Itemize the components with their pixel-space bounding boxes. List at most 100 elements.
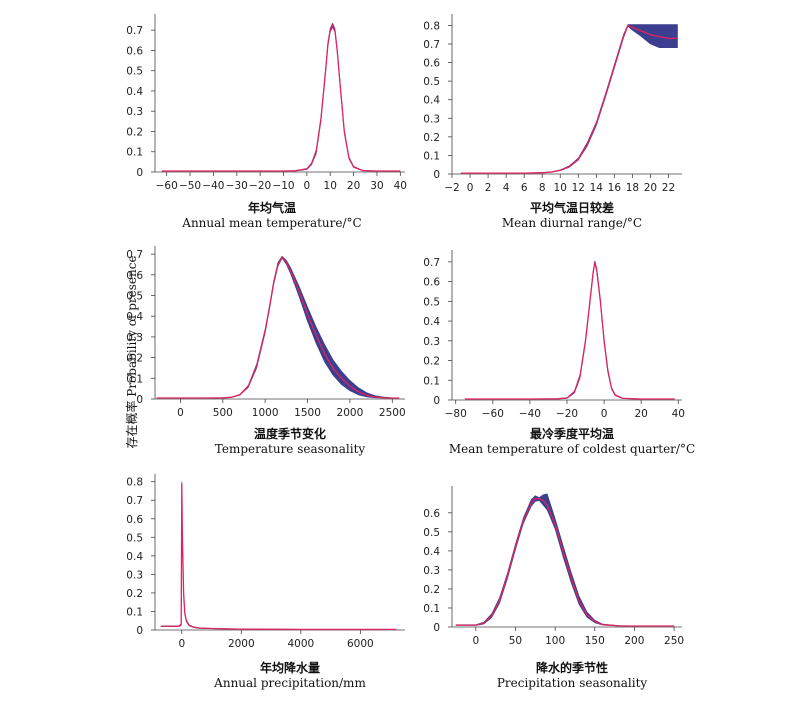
- confidence-band: [160, 481, 397, 630]
- y-tick-label: 0.4: [423, 546, 440, 558]
- x-tick-label: −60: [482, 408, 504, 420]
- y-tick-label: 0.2: [126, 353, 143, 365]
- x-tick-label: 30: [370, 180, 383, 192]
- y-tick-label: 0: [433, 169, 440, 181]
- response-curve: [161, 482, 397, 631]
- y-tick-label: 0.6: [423, 58, 440, 70]
- response-curve: [156, 256, 400, 399]
- y-tick-label: 0.1: [423, 375, 440, 387]
- y-tick-label: 0.7: [126, 249, 143, 261]
- y-tick-label: 0.7: [423, 39, 440, 51]
- y-tick-label: 0: [136, 167, 143, 179]
- x-axis-label-cn: 平均气温日较差: [530, 200, 614, 215]
- x-tick-label: 1000: [252, 407, 279, 419]
- y-axis-label: 存在概率 Probability of presence: [124, 255, 139, 448]
- y-tick-label: 0.5: [126, 532, 143, 544]
- x-tick-label: 0: [178, 638, 185, 650]
- y-tick-label: 0.3: [126, 106, 143, 118]
- x-tick-label: −80: [445, 408, 467, 420]
- x-tick-label: 4000: [287, 638, 314, 650]
- x-tick-label: 0: [177, 407, 184, 419]
- x-axis-label-en: Precipitation seasonality: [497, 676, 648, 690]
- y-tick-label: 0.6: [126, 270, 143, 282]
- response-curve: [456, 497, 675, 627]
- x-tick-label: 12: [572, 182, 585, 194]
- x-tick-label: 0: [472, 635, 479, 647]
- x-axis-label-en: Mean temperature of coldest quarter/°C: [449, 442, 695, 456]
- x-axis-label-cn: 温度季节变化: [254, 426, 326, 441]
- x-tick-label: 22: [662, 182, 675, 194]
- y-tick-label: 0.6: [423, 277, 440, 289]
- y-tick-label: 0.3: [423, 336, 440, 348]
- x-tick-label: 1500: [294, 407, 321, 419]
- chart-panel-4: −80 −60 −40 −20 0 20 40 0 0.1 0.2 0.3 0.4 0.5 0.6 0.7 最…: [423, 250, 695, 456]
- x-tick-label: 18: [626, 182, 639, 194]
- y-tick-label: 0.1: [423, 150, 440, 162]
- y-tick-label: 0.1: [126, 147, 143, 159]
- x-axis-label-en: Annual precipitation/mm: [213, 676, 366, 690]
- x-tick-label: 40: [394, 180, 407, 192]
- y-tick-label: 0.5: [126, 66, 143, 78]
- y-tick-label: 0.7: [423, 257, 440, 269]
- x-tick-label: 0: [304, 180, 311, 192]
- y-tick-label: 0.4: [126, 551, 143, 563]
- x-axis-label-en: Annual mean temperature/°C: [181, 216, 361, 230]
- chart-panel-3: 0 500 1000 1500 2000 2500 0 0.1 0.2 0.3 0.4 0.5 0.6 0…: [126, 246, 406, 456]
- response-curve: [461, 24, 678, 174]
- x-tick-label: 4: [503, 182, 510, 194]
- y-tick-label: 0: [136, 394, 143, 406]
- y-tick-label: 0.5: [423, 76, 440, 88]
- confidence-band: [464, 260, 675, 400]
- x-tick-label: 2500: [379, 407, 406, 419]
- y-tick-label: 0.4: [423, 95, 440, 107]
- y-tick-label: 0.2: [423, 132, 440, 144]
- y-tick-label: 0.2: [126, 588, 143, 600]
- x-tick-label: −60: [156, 180, 178, 192]
- x-tick-label: 2000: [337, 407, 364, 419]
- chart-panel-5: 0 2000 4000 6000 0 0.1 0.2 0.3 0.4 0.5 0.6 0.7 0.8 年均…: [126, 474, 405, 690]
- y-tick-label: 0: [136, 625, 143, 637]
- y-tick-label: 0.1: [423, 603, 440, 615]
- y-tick-label: 0: [433, 395, 440, 407]
- y-tick-label: 0.6: [423, 508, 440, 520]
- chart-panel-6: 0 50 100 150 200 250 0 0.1 0.2 0.3 0.4 0.5 0.6 降水的季节性…: [423, 486, 684, 690]
- x-tick-label: −20: [249, 180, 271, 192]
- x-tick-label: 6: [521, 182, 528, 194]
- y-tick-label: 0.1: [126, 606, 143, 618]
- x-tick-label: 14: [590, 182, 604, 194]
- x-tick-label: 250: [664, 635, 684, 647]
- y-tick-label: 0.5: [126, 291, 143, 303]
- response-curve: [465, 261, 675, 400]
- y-tick-label: 0.2: [126, 126, 143, 138]
- x-tick-label: 500: [213, 407, 233, 419]
- chart-panel-1: −60 −50 −40 −30 −20 −10 0 10 20 30 40 0 0.1 0.2 0.3 0.4…: [126, 14, 407, 230]
- y-tick-label: 0.7: [126, 495, 143, 507]
- x-tick-label: 40: [672, 408, 685, 420]
- x-tick-label: 6000: [347, 638, 374, 650]
- x-tick-label: −40: [202, 180, 224, 192]
- y-tick-label: 0.2: [423, 584, 440, 596]
- y-tick-label: 0.3: [126, 332, 143, 344]
- y-tick-label: 0.4: [126, 311, 143, 323]
- x-tick-label: 16: [608, 182, 622, 194]
- confidence-band: [161, 22, 401, 172]
- y-tick-label: 0.6: [126, 45, 143, 57]
- x-tick-label: −50: [179, 180, 201, 192]
- x-tick-label: 10: [554, 182, 567, 194]
- x-tick-label: 100: [545, 635, 565, 647]
- x-tick-label: 0: [601, 408, 608, 420]
- response-curve: [162, 24, 401, 172]
- x-tick-label: 0: [467, 182, 474, 194]
- x-tick-label: 200: [624, 635, 644, 647]
- y-tick-label: 0.4: [126, 86, 143, 98]
- x-axis-label-en: Mean diurnal range/°C: [502, 216, 642, 230]
- x-tick-label: 50: [509, 635, 522, 647]
- confidence-band: [455, 493, 675, 627]
- x-tick-label: 8: [539, 182, 546, 194]
- y-tick-label: 0.5: [423, 296, 440, 308]
- y-tick-label: 0.4: [423, 316, 440, 328]
- x-tick-label: −30: [226, 180, 248, 192]
- x-tick-label: −40: [519, 408, 541, 420]
- x-axis-label-cn: 降水的季节性: [536, 660, 608, 675]
